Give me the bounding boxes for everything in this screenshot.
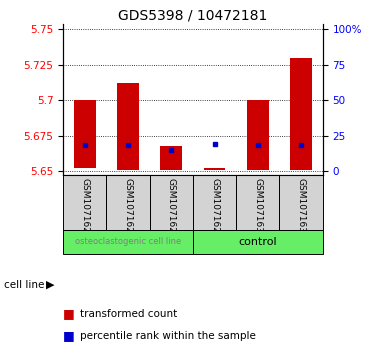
Bar bbox=[279, 175, 323, 230]
Bar bbox=[74, 100, 96, 168]
Bar bbox=[247, 100, 269, 170]
Bar bbox=[117, 83, 139, 170]
Bar bbox=[236, 175, 279, 230]
Text: GSM1071630: GSM1071630 bbox=[253, 178, 262, 239]
Text: cell line: cell line bbox=[4, 280, 44, 290]
Bar bbox=[193, 230, 323, 254]
Text: GSM1071631: GSM1071631 bbox=[297, 178, 306, 239]
Text: GSM1071626: GSM1071626 bbox=[80, 178, 89, 239]
Text: percentile rank within the sample: percentile rank within the sample bbox=[80, 331, 256, 341]
Bar bbox=[150, 175, 193, 230]
Text: osteoclastogenic cell line: osteoclastogenic cell line bbox=[75, 237, 181, 246]
Bar bbox=[193, 175, 236, 230]
Text: ■: ■ bbox=[63, 307, 75, 321]
Text: GSM1071628: GSM1071628 bbox=[167, 178, 176, 239]
Text: ■: ■ bbox=[63, 329, 75, 342]
Bar bbox=[204, 168, 226, 171]
Bar bbox=[63, 230, 193, 254]
Text: transformed count: transformed count bbox=[80, 309, 177, 319]
Text: ▶: ▶ bbox=[46, 280, 55, 290]
Bar bbox=[63, 175, 106, 230]
Text: control: control bbox=[239, 237, 277, 247]
Text: GSM1071627: GSM1071627 bbox=[124, 178, 132, 239]
Title: GDS5398 / 10472181: GDS5398 / 10472181 bbox=[118, 8, 267, 23]
Bar bbox=[161, 146, 182, 170]
Bar bbox=[106, 175, 150, 230]
Text: GSM1071629: GSM1071629 bbox=[210, 178, 219, 239]
Bar bbox=[290, 58, 312, 170]
